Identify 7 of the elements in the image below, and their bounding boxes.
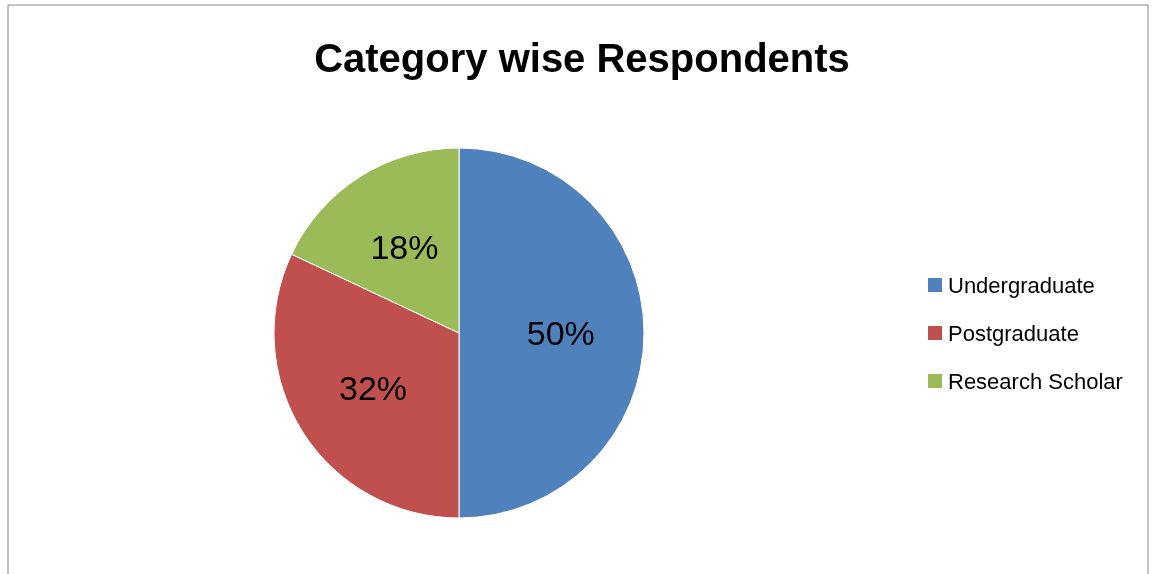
legend-label: Research Scholar: [948, 368, 1123, 394]
data-label: 18%: [370, 228, 439, 267]
legend-label: Postgraduate: [948, 320, 1079, 346]
legend-label: Undergraduate: [948, 272, 1095, 298]
data-label: 50%: [526, 314, 595, 352]
chart-title: Category wise Respondents: [314, 36, 850, 80]
data-label: 32%: [339, 368, 408, 407]
